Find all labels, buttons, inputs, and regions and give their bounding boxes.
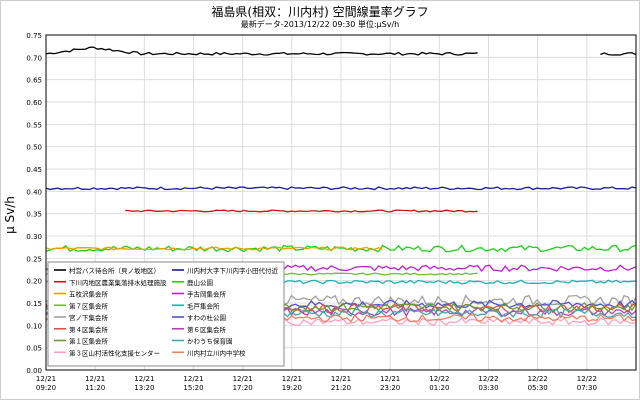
y-tick-label: 0.10 (26, 322, 42, 330)
legend-label: 第６区集会所 (187, 325, 227, 334)
x-tick-time: 17:20 (233, 384, 253, 392)
x-tick-date: 12/22 (577, 375, 597, 383)
x-tick-time: 09:20 (36, 384, 56, 392)
x-tick-time: 05:30 (528, 384, 548, 392)
x-tick-date: 12/21 (36, 375, 56, 383)
x-tick-date: 12/22 (478, 375, 498, 383)
y-tick-label: 0.20 (26, 278, 42, 286)
x-tick-time: 23:20 (380, 384, 400, 392)
y-tick-label: 0.40 (26, 188, 42, 196)
x-tick-time: 13:20 (134, 384, 154, 392)
legend-label: 五枚沢集会所 (69, 290, 109, 299)
x-tick-time: 03:30 (478, 384, 498, 392)
chart-subtitle: 最新データ-2013/12/22 09:30 単位:μSv/h (240, 20, 400, 29)
legend-label: すわの杜公園 (187, 313, 226, 322)
legend-label: 鹿山公園 (187, 278, 213, 287)
y-tick-label: 0.45 (26, 166, 42, 174)
chart-title: 福島県(相双：川内村) 空間線量率グラフ (211, 5, 429, 19)
y-tick-label: 0.75 (26, 32, 42, 40)
legend-label: 下川内地区農業集落排水処理施設 (69, 278, 167, 287)
y-tick-label: 0.50 (26, 144, 42, 152)
y-tick-label: 0.05 (26, 345, 42, 353)
legend-label: 毛戸集会所 (187, 301, 220, 310)
plot-area (45, 34, 637, 371)
y-tick-label: 0.30 (26, 233, 42, 241)
series-line (45, 186, 637, 191)
x-tick-time: 11:20 (85, 384, 105, 392)
x-tick-date: 12/21 (331, 375, 351, 383)
legend-label: 村営バス待合所（貝ノ坂地区） (69, 266, 160, 275)
x-tick-labels: 12/2109:2012/2111:2012/2113:2012/2115:20… (36, 375, 597, 392)
y-tick-label: 0.00 (26, 367, 42, 375)
legend-label: 第４区集会所 (69, 325, 109, 334)
legend-label: 第３区山村活性化支援センター (69, 348, 160, 357)
y-tick-label: 0.60 (26, 99, 42, 107)
series-line (45, 46, 637, 56)
series-line (45, 246, 383, 251)
y-tick-label: 0.55 (26, 121, 42, 129)
x-tick-date: 12/21 (282, 375, 302, 383)
y-axis-label: μ Sv/h (3, 196, 17, 234)
legend-label: 手古岡集会所 (187, 290, 227, 299)
y-tick-labels: 0.75 0.70 0.65 0.60 0.55 0.50 0.45 0.40 0.35 0.30… (26, 32, 42, 375)
legend-label: 川内村立川内中学校 (187, 348, 246, 357)
legend-label: 第７区集会所 (69, 301, 109, 310)
x-tick-date: 12/21 (183, 375, 203, 383)
legend-box (47, 261, 285, 367)
legend-label: 第１区集会所 (69, 337, 109, 346)
x-tick-time: 19:20 (282, 384, 302, 392)
x-tick-time: 21:20 (331, 384, 351, 392)
y-tick-label: 0.35 (26, 211, 42, 219)
series-line (125, 209, 478, 213)
legend-label: 川内村大字下川内字小田代付近 (187, 266, 279, 275)
x-tick-date: 12/22 (429, 375, 449, 383)
legend-label: かわうち保育園 (187, 337, 233, 346)
x-tick-date: 12/21 (380, 375, 400, 383)
x-tick-date: 12/21 (85, 375, 105, 383)
y-tick-label: 0.15 (26, 300, 42, 308)
x-tick-time: 01:20 (429, 384, 449, 392)
x-tick-time: 15:20 (183, 384, 203, 392)
y-tick-label: 0.25 (26, 255, 42, 263)
x-tick-date: 12/21 (233, 375, 253, 383)
y-tick-label: 0.65 (26, 77, 42, 85)
x-tick-date: 12/22 (528, 375, 548, 383)
legend: 村営バス待合所（貝ノ坂地区） 川内村大字下川内字小田代付近下川内地区農業集落排水処… (47, 261, 285, 367)
x-tick-time: 07:30 (577, 384, 597, 392)
legend-label: 宮ノ下集会所 (69, 313, 109, 322)
y-tick-label: 0.70 (26, 54, 42, 62)
x-tick-date: 12/21 (134, 375, 154, 383)
